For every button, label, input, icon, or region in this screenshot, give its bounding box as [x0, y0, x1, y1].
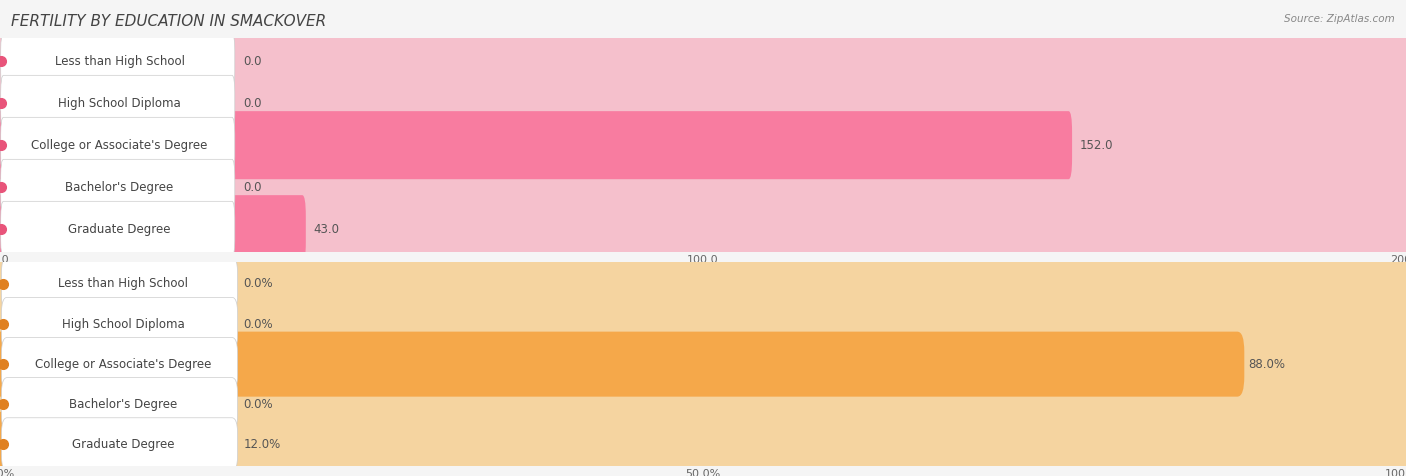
Text: 0.0%: 0.0%	[243, 317, 273, 330]
Text: College or Associate's Degree: College or Associate's Degree	[31, 139, 208, 152]
Text: College or Associate's Degree: College or Associate's Degree	[35, 357, 211, 371]
Bar	[0, 264, 1406, 304]
Text: Source: ZipAtlas.com: Source: ZipAtlas.com	[1284, 14, 1395, 24]
FancyBboxPatch shape	[0, 332, 1406, 397]
Text: Less than High School: Less than High School	[58, 278, 188, 290]
FancyBboxPatch shape	[1, 418, 238, 471]
Bar	[0, 40, 1406, 82]
Bar	[0, 344, 1406, 384]
Text: 43.0: 43.0	[314, 223, 339, 236]
FancyBboxPatch shape	[0, 117, 235, 173]
FancyBboxPatch shape	[0, 195, 307, 263]
FancyBboxPatch shape	[0, 111, 1406, 179]
Text: 0.0%: 0.0%	[243, 398, 273, 411]
Text: 0.0%: 0.0%	[243, 278, 273, 290]
FancyBboxPatch shape	[0, 291, 1406, 357]
Bar	[0, 82, 1406, 124]
FancyBboxPatch shape	[1, 298, 238, 351]
Bar	[0, 304, 1406, 344]
FancyBboxPatch shape	[0, 412, 176, 476]
FancyBboxPatch shape	[0, 159, 235, 215]
Text: Less than High School: Less than High School	[55, 55, 184, 68]
Bar	[0, 124, 1406, 166]
Text: Graduate Degree: Graduate Degree	[69, 223, 170, 236]
FancyBboxPatch shape	[0, 251, 1406, 317]
FancyBboxPatch shape	[0, 69, 1406, 137]
FancyBboxPatch shape	[0, 33, 235, 89]
Bar	[0, 424, 1406, 465]
FancyBboxPatch shape	[0, 372, 1406, 437]
Text: Bachelor's Degree: Bachelor's Degree	[69, 398, 177, 411]
FancyBboxPatch shape	[1, 257, 238, 310]
Text: High School Diploma: High School Diploma	[62, 317, 184, 330]
Text: 88.0%: 88.0%	[1249, 357, 1285, 371]
Bar	[0, 384, 1406, 424]
Text: 152.0: 152.0	[1080, 139, 1114, 152]
Text: 0.0: 0.0	[243, 181, 262, 194]
FancyBboxPatch shape	[0, 201, 235, 257]
Text: 0.0: 0.0	[243, 97, 262, 109]
Text: High School Diploma: High School Diploma	[58, 97, 181, 109]
Text: Bachelor's Degree: Bachelor's Degree	[66, 181, 173, 194]
FancyBboxPatch shape	[0, 195, 1406, 263]
FancyBboxPatch shape	[0, 27, 1406, 95]
FancyBboxPatch shape	[0, 153, 1406, 221]
FancyBboxPatch shape	[1, 337, 238, 391]
FancyBboxPatch shape	[0, 75, 235, 131]
FancyBboxPatch shape	[0, 412, 1406, 476]
Text: Graduate Degree: Graduate Degree	[72, 438, 174, 451]
Text: 12.0%: 12.0%	[243, 438, 280, 451]
Bar	[0, 208, 1406, 250]
Text: FERTILITY BY EDUCATION IN SMACKOVER: FERTILITY BY EDUCATION IN SMACKOVER	[11, 14, 326, 30]
Text: 0.0: 0.0	[243, 55, 262, 68]
FancyBboxPatch shape	[1, 377, 238, 431]
FancyBboxPatch shape	[0, 332, 1244, 397]
FancyBboxPatch shape	[0, 111, 1073, 179]
Bar	[0, 166, 1406, 208]
